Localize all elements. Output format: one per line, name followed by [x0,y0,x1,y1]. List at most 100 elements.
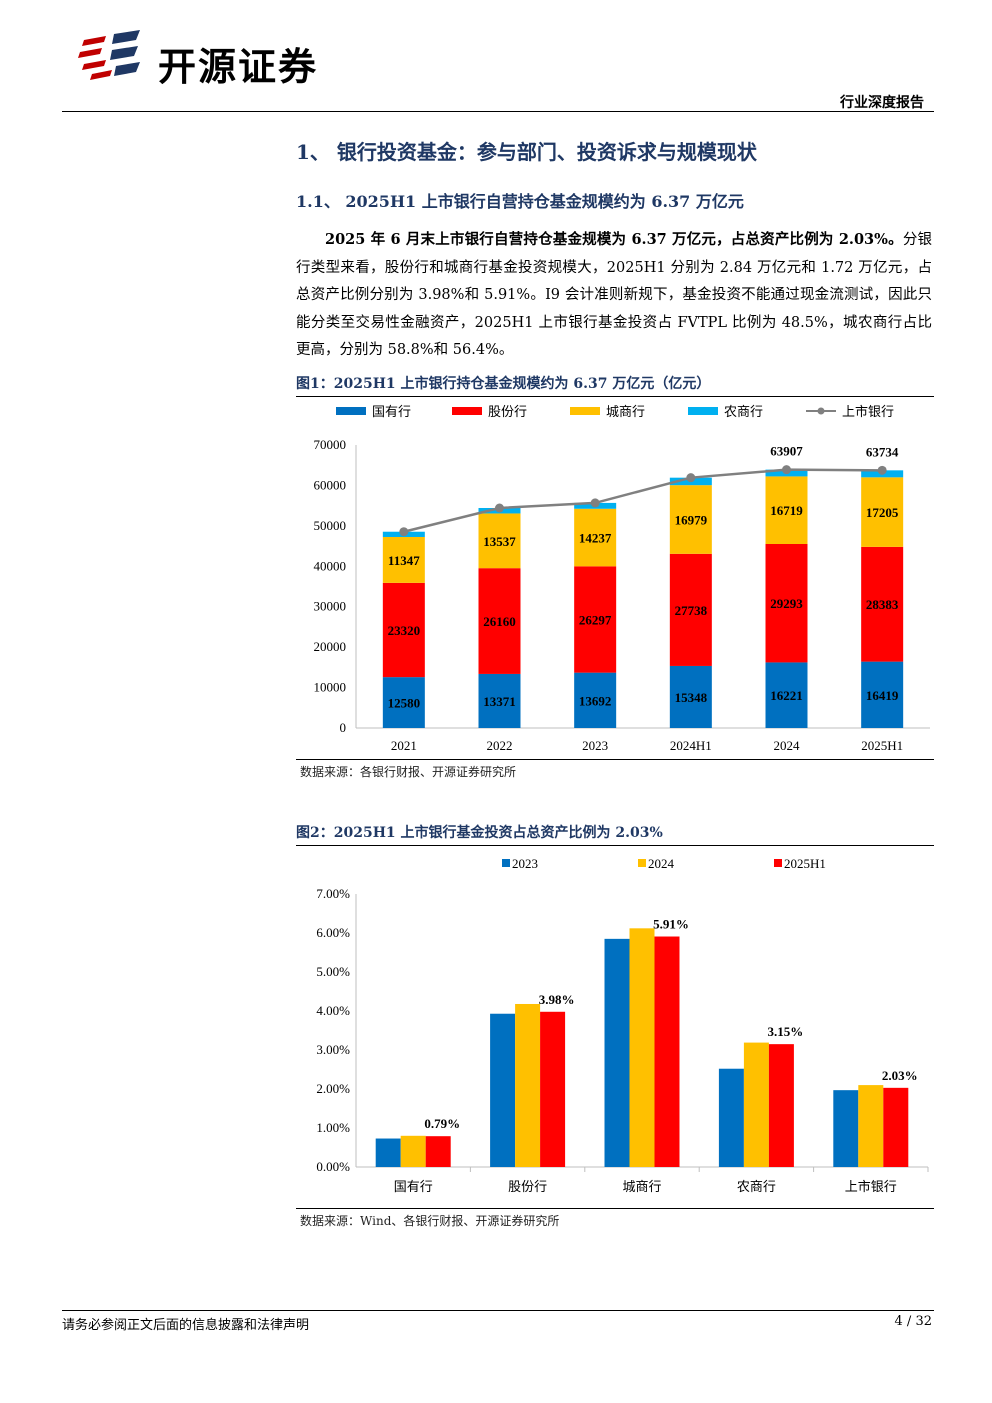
legend-label-3: 城商行 [606,404,645,419]
y-tick-label-1: 1.00% [316,1120,350,1135]
line-label-5: 63734 [866,444,899,459]
y-tick-label-3: 30000 [314,599,347,614]
x-tick-label-3: 农商行 [737,1179,776,1194]
legend-label-1: 2023 [512,856,538,871]
data-label-2025H1-城商行: 17205 [866,505,899,520]
y-tick-label-0: 0 [340,720,347,735]
bar-城商行-2023 [604,938,630,1167]
legend-swatch-3 [570,407,600,415]
y-tick-label-5: 50000 [314,518,347,533]
value-label-4: 2.03% [882,1068,918,1083]
legend-label-2: 2024 [648,856,675,871]
data-label-2021-城商行: 11347 [388,553,420,568]
section-heading: 1、 银行投资基金：参与部门、投资诉求与规模现状 [296,140,757,164]
legend-swatch-2 [638,859,646,867]
bar-2023-城商行 [574,508,617,567]
bar-股份行-2025H1 [540,1011,566,1167]
line-point-1 [495,503,504,513]
data-label-2024H1-股份行: 27738 [675,603,708,618]
x-tick-label-0: 国有行 [394,1179,433,1194]
x-tick-label-5: 2025H1 [861,738,903,753]
data-label-2024-股份行: 29293 [770,596,803,611]
legend-label-3: 2025H1 [784,856,826,871]
bar-2021-股份行 [382,582,425,678]
value-label-2: 5.91% [653,917,689,932]
bar-2024H1-股份行 [669,553,712,666]
bar-2022-国有行 [478,673,521,728]
legend-line-label: 上市银行 [842,404,894,419]
x-tick-label-1: 股份行 [508,1179,547,1194]
para-text: 分银行类型来看，股份行和城商行基金投资规模大，2025H1 分别为 2.84 万… [296,232,933,358]
bar-城商行-2025H1 [654,936,680,1167]
bar-2024-城商行 [765,476,808,544]
bar-2024-股份行 [765,543,808,663]
legend-label-1: 国有行 [372,404,411,419]
figure2-source: 数据来源：Wind、各银行财报、开源证券研究所 [300,1214,560,1228]
bar-股份行-2024 [515,1003,541,1167]
bar-上市银行-2025H1 [883,1087,909,1167]
data-label-2022-国有行: 13371 [483,694,516,709]
line-point-3 [686,473,696,483]
x-tick-label-1: 2022 [487,738,513,753]
y-tick-label-4: 40000 [314,558,347,573]
y-tick-label-6: 60000 [314,477,347,492]
data-label-2024H1-国有行: 15348 [675,690,708,705]
bar-农商行-2023 [718,1068,744,1167]
figure2-title: 图2：2025H1 上市银行基金投资占总资产比例为 2.03% [296,825,663,841]
x-tick-label-4: 上市银行 [845,1179,897,1194]
bar-农商行-2025H1 [768,1044,794,1167]
para-lead: 2025 年 6 月末上市银行自营持仓基金规模为 6.37 万亿元，占总资产比例… [325,231,903,248]
legend-label-2: 股份行 [488,404,527,419]
bar-上市银行-2023 [833,1090,859,1167]
y-tick-label-7: 70000 [314,437,347,452]
x-tick-label-3: 2024H1 [670,738,712,753]
data-label-2024H1-城商行: 16979 [675,512,708,527]
figure1-bottom-rule [296,759,934,760]
legend-swatch-3 [774,859,782,867]
line-point-4 [782,465,791,475]
legend-swatch-1 [502,859,510,867]
y-tick-label-0: 0.00% [316,1159,350,1174]
footer-rule [62,1310,934,1311]
figure2-top-rule [296,845,934,846]
data-label-2025H1-国有行: 16419 [866,688,899,703]
figure1-chart: 国有行 股份行 城商行 农商行 上市银行 0 10000 20000 30000 40000 500… [314,404,930,753]
data-label-2025H1-股份行: 28383 [866,597,899,612]
y-tick-label-6: 6.00% [316,925,350,940]
figure1-source: 数据来源：各银行财报、开源证券研究所 [300,765,517,779]
bar-上市银行-2024 [858,1085,884,1167]
bar-2025H1-股份行 [861,546,904,662]
x-tick-label-2: 2023 [582,738,608,753]
data-label-2021-国有行: 12580 [388,696,421,711]
data-label-2024-城商行: 16719 [770,503,803,518]
legend-swatch-1 [336,407,366,415]
y-tick-label-4: 4.00% [316,1003,350,1018]
data-label-2023-国有行: 13692 [579,693,612,708]
figure2-bottom-rule [296,1208,934,1209]
line-point-0 [399,527,409,537]
line-point-2 [590,498,600,508]
y-tick-label-3: 3.00% [316,1042,350,1057]
value-label-0: 0.79% [424,1116,460,1131]
bar-2021-城商行 [382,536,425,583]
value-label-3: 3.15% [768,1024,804,1039]
report-type: 行业深度报告 [840,95,924,111]
x-tick-label-4: 2024 [774,738,801,753]
legend-swatch-4 [688,407,718,415]
bar-2022-城商行 [478,513,521,569]
brand-name: 开源证券 [158,45,319,89]
legend-line-marker [817,407,825,415]
line-label-4: 63907 [770,444,803,459]
header-rule [62,111,934,112]
bar-农商行-2024 [743,1042,769,1167]
figure1-top-rule [296,396,934,397]
value-label-1: 3.98% [539,992,575,1007]
bar-国有行-2024 [400,1135,426,1167]
bar-国有行-2023 [375,1138,401,1167]
data-label-2024-国有行: 16221 [770,688,803,703]
legend-label-4: 农商行 [724,404,763,419]
bar-2023-国有行 [574,672,617,728]
bar-2022-股份行 [478,568,521,674]
y-tick-label-5: 5.00% [316,964,350,979]
bar-2024-国有行 [765,662,808,728]
